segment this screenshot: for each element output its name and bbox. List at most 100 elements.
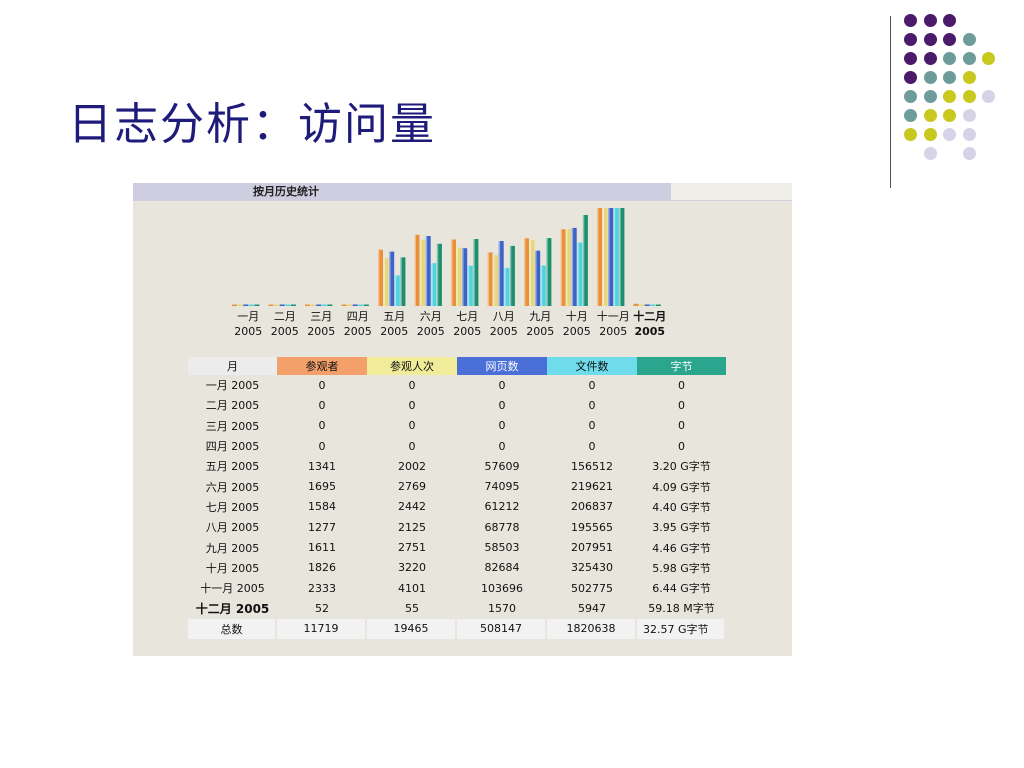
x-tick-year: 2005	[599, 325, 627, 338]
bar-highlight	[524, 238, 526, 306]
x-tick-month: 七月	[456, 310, 478, 323]
cell-files: 207951	[571, 541, 613, 555]
decor-dot	[982, 52, 995, 65]
bar-highlight	[529, 240, 531, 306]
decor-dot	[943, 71, 956, 84]
table-row: 八月 2005 1277 2125 68778 195565 3.95 G字节	[188, 517, 726, 537]
bar-十月-s5	[582, 215, 588, 306]
bar-highlight	[462, 248, 464, 306]
cell-visits: 2002	[398, 459, 426, 473]
cell-month: 七月 2005	[205, 500, 260, 514]
table-row: 十月 2005 1826 3220 82684 325430 5.98 G字节	[188, 558, 726, 578]
x-tick-month: 十二月	[633, 309, 666, 323]
bar-三月-s1	[305, 304, 310, 306]
bar-九月-s1	[524, 238, 529, 306]
cell-bytes: 4.40 G字节	[652, 500, 711, 514]
bar-highlight	[473, 239, 475, 306]
cell-pages: 0	[498, 398, 506, 412]
x-tick-month: 六月	[420, 310, 442, 323]
bar-二月-s4	[285, 304, 291, 306]
cell-visitors: 1826	[308, 561, 336, 575]
bar-四月-s2	[347, 304, 353, 306]
cell-files: 0	[588, 378, 596, 392]
bar-十二月-s5	[655, 304, 661, 306]
bar-七月-s5	[473, 239, 479, 306]
bar-十月-s1	[560, 229, 566, 306]
cell-bytes: 3.95 G字节	[652, 521, 711, 535]
decor-dot	[962, 71, 976, 84]
bar-六月-s5	[436, 243, 442, 306]
bar-五月-s1	[378, 249, 383, 306]
x-tick-year: 2005	[307, 325, 335, 338]
cell-month: 三月 2005	[205, 419, 260, 433]
decor-dot	[943, 128, 956, 141]
decor-dot	[962, 109, 976, 122]
cell-visitors: 1341	[308, 459, 336, 473]
cell-visits: 0	[408, 419, 416, 433]
total-files: 1820638	[547, 618, 637, 639]
stats-header-tail	[671, 183, 792, 201]
cell-month: 十二月 2005	[195, 601, 270, 616]
x-tick-year: 2005	[380, 325, 408, 338]
cell-pages: 0	[498, 439, 506, 453]
cell-pages: 103696	[481, 581, 523, 595]
cell-visitors: 52	[315, 601, 329, 615]
cell-files: 325430	[571, 561, 613, 575]
bar-六月-s2	[420, 239, 426, 306]
cell-visitors: 0	[318, 419, 326, 433]
cell-files: 219621	[571, 480, 613, 494]
total-visitors: 11719	[277, 618, 367, 639]
cell-bytes: 0	[678, 378, 685, 392]
table-row: 九月 2005 1611 2751 58503 207951 4.46 G字节	[188, 537, 726, 557]
table-row: 十二月 2005 52 55 1570 5947 59.18 M字节	[188, 598, 726, 618]
cell-files: 0	[588, 439, 596, 453]
cell-month: 十一月 2005	[200, 582, 265, 596]
bar-五月-s3	[389, 251, 395, 306]
cell-visitors: 2333	[308, 581, 336, 595]
bar-highlight	[420, 239, 422, 306]
bar-十一月-s5	[619, 208, 625, 306]
x-tick-year: 2005	[417, 325, 445, 338]
bar-七月-s1	[451, 239, 456, 306]
total-pages: 508147	[457, 618, 547, 639]
bar-十一月-s2	[602, 208, 608, 306]
table-total-row: 总数 11719 19465 508147 1820638 32.57 G字节	[188, 618, 726, 639]
col-header-bytes: 字节	[637, 357, 726, 375]
bar-highlight	[425, 236, 428, 306]
bar-highlight	[436, 243, 439, 306]
bar-七月-s2	[456, 247, 462, 306]
decor-dot	[962, 147, 976, 160]
decor-dot	[923, 14, 937, 27]
decorative-dot-grid	[904, 14, 1014, 164]
divider-line	[890, 16, 891, 188]
cell-visits: 2442	[398, 500, 426, 514]
bar-六月-s1	[414, 234, 420, 306]
bar-highlight	[566, 229, 568, 306]
cell-visitors: 0	[318, 378, 326, 392]
cell-bytes: 6.44 G字节	[652, 582, 711, 596]
bar-二月-s3	[279, 304, 285, 306]
x-tick-year: 2005	[490, 325, 518, 338]
bar-十月-s4	[577, 242, 583, 306]
bar-highlight	[451, 239, 453, 306]
decor-dot	[923, 90, 937, 103]
bar-highlight	[493, 255, 495, 306]
bar-八月-s5	[509, 245, 515, 306]
bar-highlight	[546, 238, 548, 306]
cell-visits: 2751	[398, 541, 426, 555]
bar-highlight	[467, 265, 470, 306]
decor-dot	[923, 71, 937, 84]
table-row: 三月 2005 0 0 0 0 0	[188, 416, 726, 436]
bar-highlight	[597, 208, 599, 306]
decor-dot	[943, 14, 956, 27]
bar-highlight	[560, 229, 562, 306]
bar-highlight	[400, 257, 402, 306]
bar-八月-s1	[487, 252, 493, 306]
cell-pages: 0	[498, 419, 506, 433]
decor-dot	[904, 128, 917, 141]
x-tick-month: 十一月	[597, 309, 630, 323]
cell-pages: 58503	[484, 541, 520, 555]
cell-files: 156512	[571, 459, 613, 473]
bar-highlight	[608, 208, 610, 306]
bar-三月-s3	[316, 304, 322, 306]
